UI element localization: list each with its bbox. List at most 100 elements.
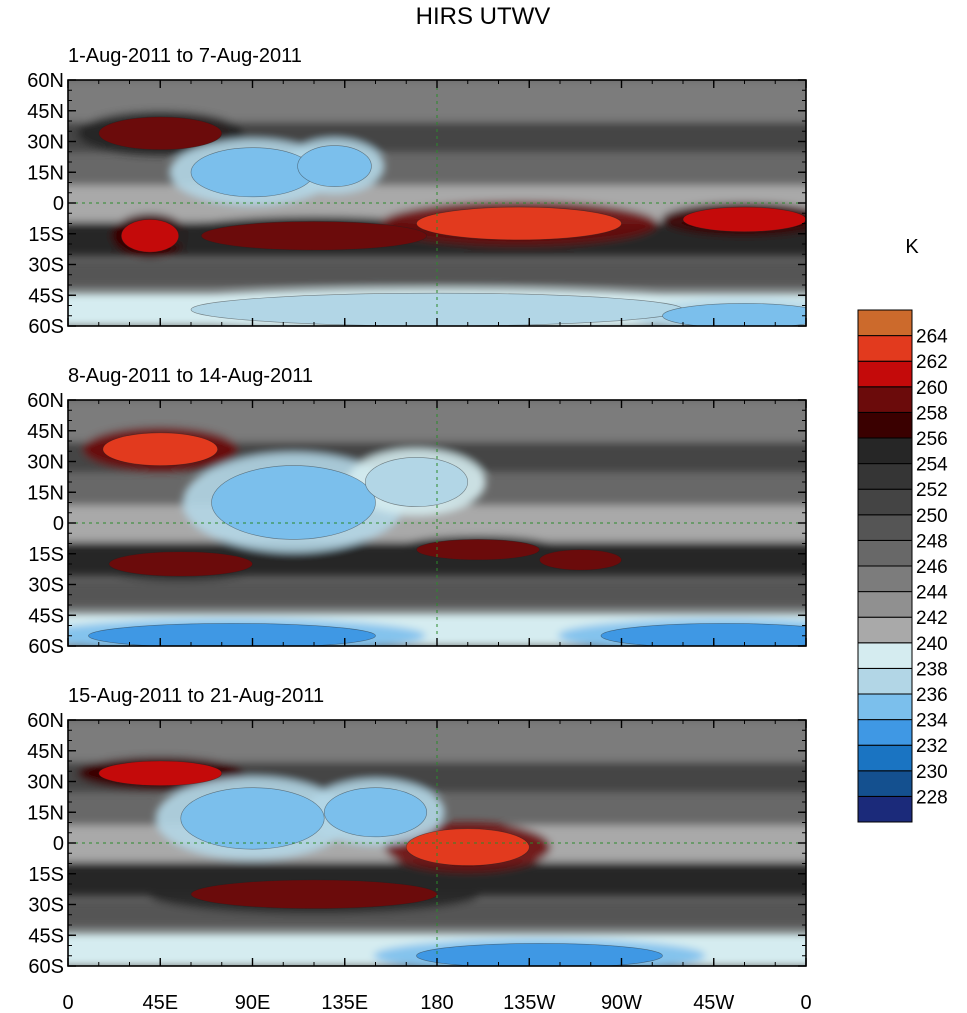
y-tick-label: 15N [27, 162, 64, 184]
colorbar-label: 240 [916, 634, 948, 655]
colorbar-label: 252 [916, 480, 948, 501]
y-tick-label: 60N [27, 710, 64, 732]
colorbar-units: K [905, 236, 919, 258]
field-feature [121, 219, 180, 253]
colorbar-label: 250 [916, 506, 948, 527]
field-feature [297, 145, 372, 187]
y-tick-label: 45N [27, 421, 64, 443]
colorbar-swatch [857, 744, 913, 772]
colorbar-swatch [857, 437, 913, 465]
field-feature [98, 116, 223, 151]
field-layer [68, 400, 806, 646]
colorbar-label: 254 [916, 455, 948, 476]
y-tick-label: 45S [28, 605, 64, 627]
field-feature [211, 465, 376, 540]
y-tick-label: 0 [53, 193, 64, 215]
field-feature [662, 303, 806, 326]
panels: 1-Aug-2011 to 7-Aug-201160N45N30N15N015S… [27, 45, 811, 1013]
colorbar-label: 232 [916, 736, 948, 757]
colorbar-label: 260 [916, 378, 948, 399]
colorbar-swatch [857, 616, 913, 644]
y-tick-label: 30S [28, 895, 64, 917]
field-feature [682, 206, 806, 232]
field-feature [102, 432, 218, 466]
colorbar-swatch [857, 335, 913, 362]
field-feature [180, 787, 325, 850]
field-feature [416, 943, 663, 966]
colorbar-swatch [857, 411, 913, 439]
field-feature [405, 828, 530, 866]
x-tick-label: 180 [420, 992, 453, 1013]
x-tick-label: 0 [62, 992, 73, 1013]
colorbar-swatch [857, 539, 913, 567]
colorbar-label: 258 [916, 403, 948, 424]
field-feature [190, 147, 315, 198]
x-tick-label: 90E [235, 992, 271, 1013]
field-feature [323, 787, 428, 838]
y-tick-label: 15S [28, 544, 64, 566]
y-tick-label: 15S [28, 864, 64, 886]
colorbar-label: 234 [916, 711, 948, 732]
colorbar-swatch [857, 565, 913, 593]
field-layer [68, 720, 806, 966]
field-feature [98, 760, 223, 786]
colorbar-swatch [857, 463, 913, 490]
y-tick-label: 0 [53, 833, 64, 855]
y-tick-label: 30S [28, 575, 64, 597]
field-layer [68, 80, 806, 326]
colorbar-swatch [857, 719, 913, 746]
colorbar-swatch [857, 488, 913, 516]
y-tick-label: 45S [28, 925, 64, 947]
colorbar-label: 256 [916, 429, 948, 450]
chart-title: HIRS UTWV [416, 3, 551, 30]
colorbar-swatch [857, 309, 913, 337]
colorbar-swatch [857, 514, 913, 541]
x-tick-label: 135W [503, 992, 555, 1013]
colorbar-swatch [857, 591, 913, 618]
x-tick-label: 45E [142, 992, 178, 1013]
field-feature [108, 551, 253, 577]
colorbar-swatch [857, 360, 913, 388]
field-feature [364, 457, 469, 507]
colorbar-label: 262 [916, 352, 948, 373]
y-tick-label: 45N [27, 101, 64, 123]
y-tick-label: 15N [27, 802, 64, 824]
colorbar-swatch [857, 795, 913, 823]
y-tick-label: 30N [27, 132, 64, 154]
y-tick-label: 30N [27, 772, 64, 794]
panel-label: 15-Aug-2011 to 21-Aug-2011 [68, 685, 324, 707]
colorbar-label: 246 [916, 557, 948, 578]
field-feature [416, 206, 622, 241]
y-tick-label: 45N [27, 741, 64, 763]
y-tick-label: 60S [28, 956, 64, 978]
panel-label: 8-Aug-2011 to 14-Aug-2011 [68, 365, 313, 387]
colorbar-label: 244 [916, 583, 948, 604]
x-tick-label: 0 [800, 992, 811, 1013]
colorbar-swatch [857, 667, 913, 695]
colorbar: 228 230 232 234 236 238 240 242 244 246 248 250 252 2… [857, 309, 948, 823]
field-feature [539, 549, 622, 571]
field-feature [88, 623, 376, 646]
colorbar-label: 236 [916, 685, 948, 706]
y-tick-label: 15N [27, 482, 64, 504]
x-tick-label: 45W [693, 992, 734, 1013]
y-tick-label: 60S [28, 316, 64, 338]
colorbar-swatch [857, 642, 913, 669]
y-tick-label: 60S [28, 636, 64, 658]
y-tick-label: 60N [27, 390, 64, 412]
colorbar-label: 228 [916, 787, 948, 808]
colorbar-label: 248 [916, 531, 948, 552]
colorbar-swatch [857, 386, 913, 413]
x-tick-label: 135E [321, 992, 368, 1013]
y-tick-label: 60N [27, 70, 64, 92]
y-tick-label: 30N [27, 452, 64, 474]
panel-label: 1-Aug-2011 to 7-Aug-2011 [68, 45, 302, 67]
field-feature [416, 539, 540, 561]
colorbar-swatch [857, 693, 913, 721]
y-tick-label: 15S [28, 224, 64, 246]
colorbar-label: 264 [916, 327, 948, 348]
